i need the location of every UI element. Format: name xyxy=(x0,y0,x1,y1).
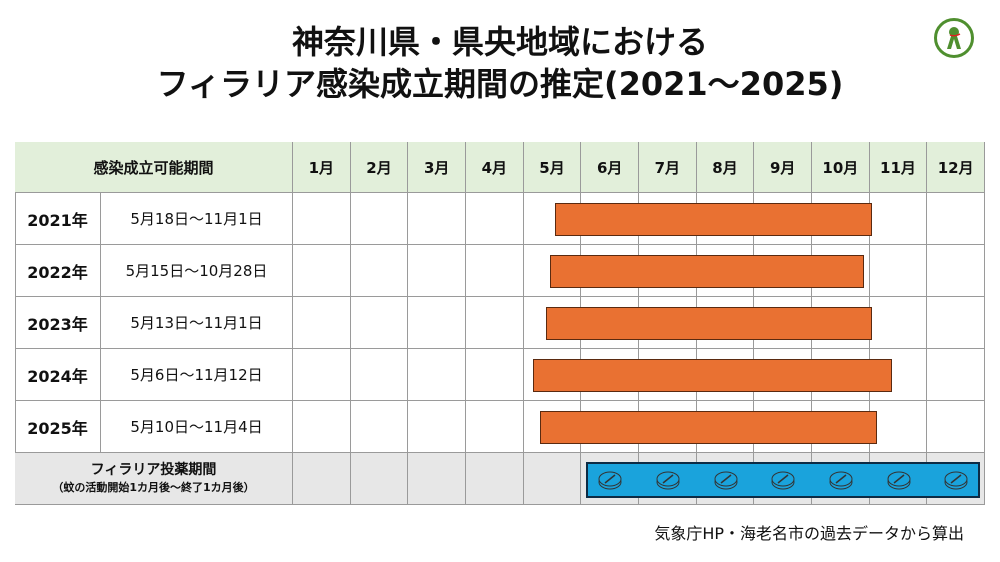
month-cell xyxy=(927,193,985,245)
month-cell xyxy=(927,245,985,297)
row-period: 5月13日～11月1日 xyxy=(101,297,293,349)
month-cell xyxy=(466,297,524,349)
month-cell xyxy=(350,453,409,505)
month-header: 11月 xyxy=(869,142,928,193)
row-year: 2023年 xyxy=(15,297,101,349)
month-cell xyxy=(523,453,582,505)
month-cell xyxy=(869,349,928,401)
title-line-1: 神奈川県・県央地域における xyxy=(291,23,708,61)
month-cell xyxy=(869,245,928,297)
month-cell xyxy=(869,297,928,349)
month-cell xyxy=(466,349,524,401)
row-year: 2021年 xyxy=(15,193,101,245)
month-cell xyxy=(408,245,466,297)
pill-tablet-icon xyxy=(771,470,795,490)
row-period: 5月15日～10月28日 xyxy=(101,245,293,297)
infection-period-bar xyxy=(545,307,872,340)
month-cell xyxy=(350,245,409,297)
month-cell xyxy=(350,401,409,453)
month-header: 5月 xyxy=(523,142,582,193)
pill-tablet-icon xyxy=(714,470,738,490)
month-cell xyxy=(408,349,466,401)
row-year: 2025年 xyxy=(15,401,101,453)
month-cell xyxy=(408,297,466,349)
month-header: 7月 xyxy=(639,142,697,193)
month-cell xyxy=(293,401,351,453)
month-cell xyxy=(350,349,409,401)
month-header: 1月 xyxy=(293,142,351,193)
month-cell xyxy=(812,245,870,297)
month-cell xyxy=(293,245,351,297)
month-cell xyxy=(927,297,985,349)
month-cell xyxy=(869,401,928,453)
month-cell xyxy=(927,349,985,401)
month-cell xyxy=(293,349,351,401)
month-cell xyxy=(293,297,351,349)
month-header: 2月 xyxy=(350,142,409,193)
infection-period-bar xyxy=(532,359,893,392)
month-cell xyxy=(293,453,351,505)
pill-tablet-icon xyxy=(598,470,622,490)
pill-tablet-icon xyxy=(829,470,853,490)
row-period: 5月6日～11月12日 xyxy=(101,349,293,401)
month-header: 4月 xyxy=(466,142,524,193)
infection-period-bar xyxy=(540,411,878,444)
month-header: 10月 xyxy=(812,142,870,193)
row-year: 2022年 xyxy=(15,245,101,297)
row-period: 5月10日～11月4日 xyxy=(101,401,293,453)
infection-period-bar xyxy=(555,203,872,236)
pill-tablet-icon xyxy=(944,470,968,490)
month-cell xyxy=(466,193,524,245)
treatment-label-cell: フィラリア投薬期間 （蚊の活動開始1カ月後～終了1カ月後） xyxy=(15,453,293,505)
month-header: 6月 xyxy=(581,142,639,193)
month-cell xyxy=(350,297,409,349)
row-year: 2024年 xyxy=(15,349,101,401)
month-cell xyxy=(466,401,524,453)
month-cell xyxy=(869,193,928,245)
pill-tablet-icon xyxy=(656,470,680,490)
month-cell xyxy=(466,453,524,505)
title-line-2: フィラリア感染成立期間の推定(2021～2025) xyxy=(156,65,844,103)
month-cell xyxy=(466,245,524,297)
month-cell xyxy=(927,401,985,453)
month-header: 8月 xyxy=(696,142,755,193)
source-note: 気象庁HP・海老名市の過去データから算出 xyxy=(654,524,964,543)
month-cell xyxy=(408,193,466,245)
month-cell xyxy=(408,401,466,453)
treatment-label: フィラリア投薬期間 xyxy=(90,461,217,478)
pill-tablet-icon xyxy=(887,470,911,490)
month-cell xyxy=(408,453,466,505)
mascot-logo-icon xyxy=(934,18,974,58)
month-header: 9月 xyxy=(754,142,812,193)
row-period: 5月18日～11月1日 xyxy=(101,193,293,245)
month-header: 3月 xyxy=(408,142,466,193)
treatment-sublabel: （蚊の活動開始1カ月後～終了1カ月後） xyxy=(52,480,255,494)
month-cell xyxy=(350,193,409,245)
header-label: 感染成立可能期間 xyxy=(15,142,293,193)
month-header: 12月 xyxy=(927,142,985,193)
infection-period-bar xyxy=(549,255,865,288)
month-cell xyxy=(293,193,351,245)
